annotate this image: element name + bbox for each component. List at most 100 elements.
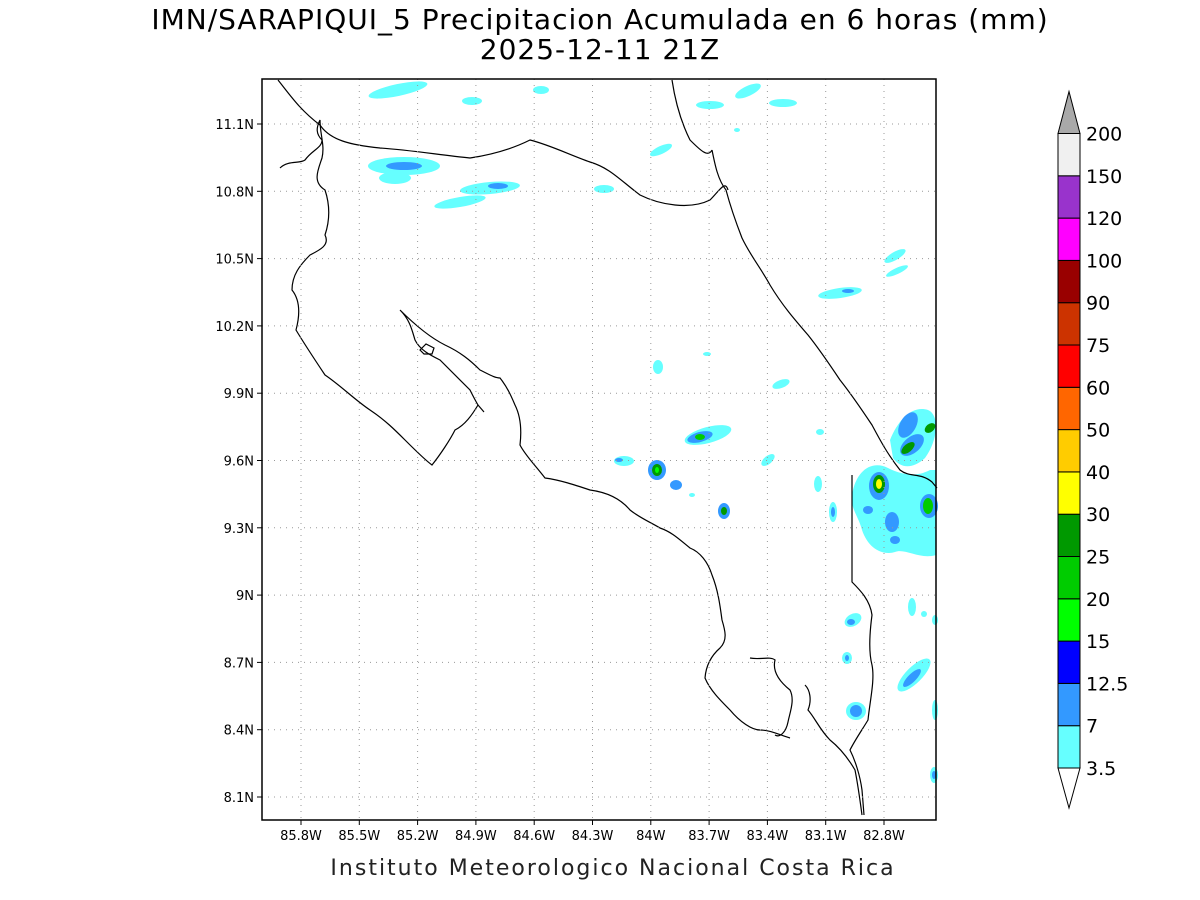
precip-cell: [901, 442, 915, 454]
longitude-axis: 85.8W 85.5W 85.2W 84.9W 84.6W 84.3W 84W 83.7W 83…: [280, 820, 905, 844]
precip-cell: [903, 669, 921, 687]
lon-tick-label: 84.9W: [455, 829, 497, 844]
gulf-of-nicoya: [399, 309, 791, 739]
colorbar-upper-arrow: [1057, 89, 1081, 134]
map-frame: [261, 78, 937, 821]
caribbean-coast-north: [671, 79, 713, 154]
lon-tick-label: 84W: [636, 829, 666, 844]
precip-cell: [721, 507, 727, 515]
precip-cell: [462, 97, 482, 105]
precip-cell: [696, 101, 724, 109]
lat-tick-label: 8.1N: [224, 791, 254, 806]
precip-cell: [379, 172, 411, 184]
precip-cell: [769, 99, 797, 107]
precip-cell: [850, 705, 862, 717]
precip-cell: [649, 143, 673, 157]
colorbar-segment: [1057, 175, 1081, 219]
precip-cell: [884, 249, 906, 263]
colorbar-label: 3.5: [1086, 758, 1116, 780]
colorbar-segment: [1057, 259, 1081, 304]
lon-tick-label: 83.7W: [688, 829, 730, 844]
lon-tick-label: 85.2W: [397, 829, 439, 844]
colorbar-segment: [1057, 556, 1081, 600]
colorbar-label: 150: [1086, 166, 1122, 188]
colorbar-label: 100: [1086, 250, 1122, 272]
nicoya-island: [419, 343, 435, 355]
precip-cell: [816, 429, 824, 435]
colorbar-label: 25: [1086, 547, 1110, 569]
precip-cell: [761, 454, 775, 466]
map-valid-time: 2025-12-11 21Z: [479, 33, 721, 66]
colorbar-segment: [1057, 640, 1081, 684]
colorbar-label: 12.5: [1086, 673, 1128, 695]
precip-cell: [735, 83, 761, 99]
colorbar-segment: [1057, 344, 1081, 388]
graticule: [262, 79, 936, 820]
precip-cell: [670, 480, 682, 490]
precip-cell: [847, 619, 855, 625]
precip-cell: [368, 81, 428, 99]
colorbar-label: 120: [1086, 208, 1122, 230]
colorbar-segment: [1057, 598, 1081, 642]
panama-border: [849, 475, 874, 816]
caribbean-coast: [711, 149, 938, 489]
colorbar-label: 20: [1086, 589, 1110, 611]
precip-cell: [932, 700, 938, 720]
precip-cell: [818, 287, 862, 299]
precip-cell: [908, 598, 916, 616]
lat-tick-label: 8.7N: [224, 656, 254, 671]
lon-tick-label: 82.8W: [863, 829, 905, 844]
coastline: [277, 79, 938, 816]
colorbar-segment: [1057, 429, 1081, 473]
colorbar-segment: [1057, 725, 1081, 769]
colorbar-label: 40: [1086, 462, 1110, 484]
precip-cell: [772, 379, 790, 389]
lat-tick-label: 8.4N: [224, 724, 254, 739]
lon-tick-label: 84.3W: [572, 829, 614, 844]
lon-tick-label: 83.1W: [805, 829, 847, 844]
lon-tick-label: 83.4W: [746, 829, 788, 844]
nicaragua-border: [277, 79, 729, 206]
precip-cell: [863, 506, 873, 514]
precip-cell: [890, 536, 900, 544]
lon-tick-label: 85.5W: [338, 829, 380, 844]
precip-cell: [655, 467, 659, 473]
lat-tick-label: 9.3N: [224, 522, 254, 537]
precip-cell: [460, 181, 520, 195]
precip-cell: [876, 479, 882, 489]
colorbar-label: 15: [1086, 631, 1110, 653]
precip-cell: [932, 615, 938, 625]
precip-cell: [533, 86, 549, 94]
precip-cell: [886, 265, 908, 277]
colorbar-label: 50: [1086, 420, 1110, 442]
map-title: IMN/SARAPIQUI_5 Precipitacion Acumulada …: [151, 3, 1049, 36]
precip-cell: [923, 498, 933, 514]
precip-cell: [885, 512, 899, 532]
precipitation-field: [368, 81, 938, 783]
pacific-coast-north: [279, 119, 485, 466]
lat-tick-label: 10.8N: [215, 185, 254, 200]
colorbar-label: 75: [1086, 335, 1110, 357]
colorbar-label: 7: [1086, 716, 1098, 738]
colorbar-segment: [1057, 217, 1081, 261]
colorbar-label: 90: [1086, 293, 1110, 315]
precip-cell: [831, 507, 835, 517]
colorbar-label: 60: [1086, 377, 1110, 399]
footer-credit: Instituto Meteorologico Nacional Costa R…: [330, 856, 896, 881]
precip-cell: [695, 434, 705, 440]
colorbar-segment: [1057, 682, 1081, 727]
colorbar-segment: [1057, 386, 1081, 431]
lat-tick-label: 9.9N: [224, 387, 254, 402]
precip-cell: [842, 289, 854, 293]
lat-tick-label: 9N: [236, 589, 254, 604]
precip-cell: [814, 476, 822, 492]
precip-cell: [488, 183, 508, 189]
precip-cell: [734, 128, 740, 132]
colorbar-segment: [1057, 302, 1081, 346]
precip-cell: [921, 611, 927, 617]
precip-cell: [386, 162, 422, 170]
precip-cell: [924, 423, 936, 433]
colorbar-segment: [1057, 471, 1081, 515]
colorbar-segment: [1057, 133, 1081, 177]
